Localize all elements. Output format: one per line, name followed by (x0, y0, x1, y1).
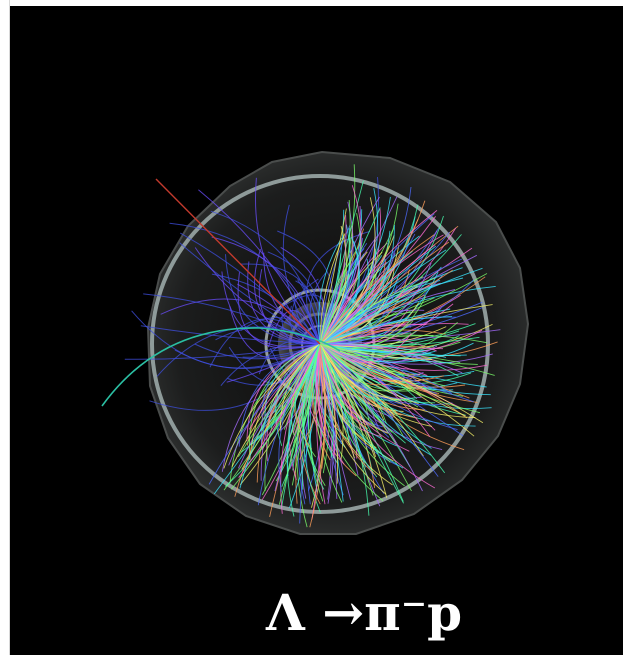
track (319, 343, 404, 469)
red-track (155, 178, 321, 345)
track (319, 213, 435, 345)
track (319, 343, 405, 487)
track (319, 343, 377, 458)
track (319, 343, 481, 414)
track (319, 343, 410, 452)
track (319, 343, 425, 411)
track (309, 343, 326, 528)
track (239, 343, 321, 489)
track-blue (194, 247, 321, 345)
track (319, 233, 346, 345)
track (302, 343, 321, 513)
track (278, 343, 321, 492)
track (319, 343, 374, 496)
track (319, 343, 379, 427)
track (319, 321, 458, 358)
track (319, 343, 467, 356)
left-page-edge (0, 0, 10, 655)
tracks-layer (124, 164, 501, 528)
track (319, 343, 379, 454)
track (319, 343, 344, 460)
track-blue (247, 261, 321, 345)
track (223, 343, 321, 469)
track-blue (209, 318, 321, 368)
track (307, 343, 321, 472)
track (319, 262, 432, 345)
track-blue (215, 326, 321, 345)
track (319, 244, 436, 345)
track-blue (211, 236, 321, 345)
track (319, 343, 424, 380)
track (319, 343, 416, 401)
track (261, 343, 321, 417)
teal-track (101, 327, 341, 407)
track (318, 237, 342, 345)
track (248, 343, 321, 457)
track (319, 267, 483, 345)
decay-caption: Λ →π⁻p (266, 583, 463, 642)
track (260, 343, 321, 448)
track (319, 210, 438, 345)
track (319, 215, 444, 345)
track (278, 343, 321, 505)
track (264, 343, 321, 417)
track (319, 343, 436, 489)
track (319, 343, 438, 364)
track (319, 343, 376, 476)
track (289, 343, 321, 470)
track (221, 343, 321, 472)
track (319, 343, 405, 401)
track (319, 343, 488, 371)
track-blue (237, 272, 321, 349)
track-blue (140, 325, 321, 345)
track-blue (258, 340, 321, 375)
track-blue (198, 189, 321, 345)
track (319, 343, 404, 504)
track-blue (240, 263, 321, 345)
track (302, 343, 325, 490)
track (319, 307, 483, 345)
track (319, 207, 381, 345)
track (319, 197, 376, 345)
track-blue (179, 242, 321, 345)
track (319, 343, 447, 358)
track-blue (309, 272, 327, 345)
track-blue (210, 210, 321, 345)
track (319, 234, 435, 345)
track (319, 269, 453, 345)
event-display: Λ →π⁻p (10, 6, 623, 655)
track (319, 343, 463, 374)
track-blue (281, 307, 321, 346)
track (319, 225, 351, 345)
track (246, 343, 321, 442)
track (319, 329, 446, 345)
track (319, 208, 347, 345)
track (280, 343, 321, 514)
track (319, 199, 351, 345)
track (319, 277, 464, 345)
event-display-canvas (101, 150, 530, 535)
track (319, 333, 412, 363)
track (319, 334, 488, 345)
